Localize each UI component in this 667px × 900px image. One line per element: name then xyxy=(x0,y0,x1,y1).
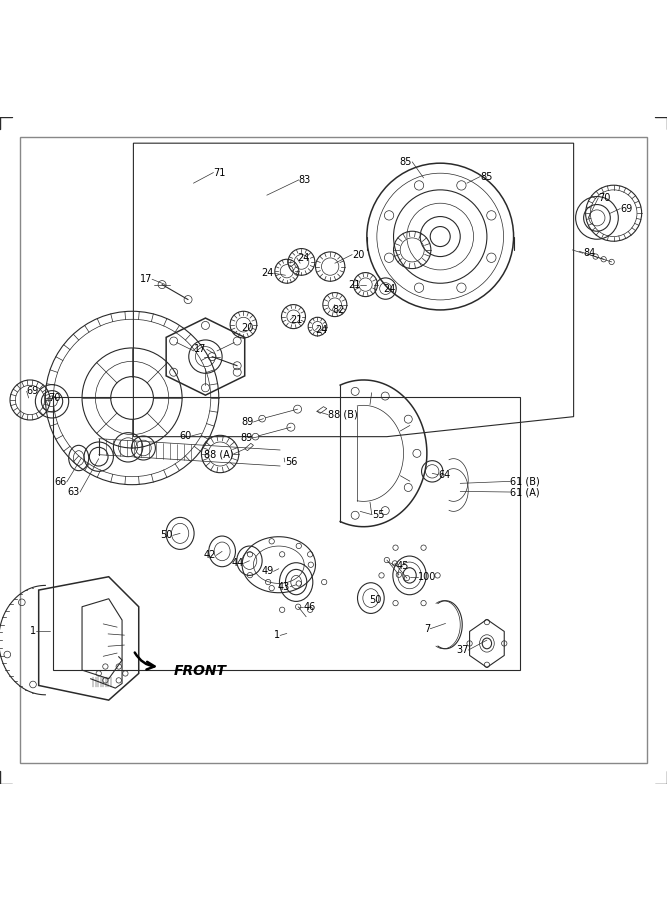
Text: 44: 44 xyxy=(231,558,243,569)
Text: 50: 50 xyxy=(369,595,382,605)
Text: 69: 69 xyxy=(620,203,632,213)
Text: 1: 1 xyxy=(274,630,280,641)
Text: 70: 70 xyxy=(598,193,611,202)
Text: 60: 60 xyxy=(179,431,191,441)
Text: 24: 24 xyxy=(384,284,396,293)
Text: 85: 85 xyxy=(400,157,412,166)
Text: 100: 100 xyxy=(418,572,437,581)
Text: 21: 21 xyxy=(348,280,360,290)
Text: 70: 70 xyxy=(48,393,61,403)
Text: 17: 17 xyxy=(139,274,152,284)
Text: 84: 84 xyxy=(583,248,595,258)
Text: 63: 63 xyxy=(68,487,80,497)
Text: 49: 49 xyxy=(261,566,273,576)
Text: 20: 20 xyxy=(241,323,254,333)
Circle shape xyxy=(252,433,259,440)
Text: 89: 89 xyxy=(240,433,252,443)
Text: 64: 64 xyxy=(438,470,450,480)
Text: 45: 45 xyxy=(397,561,410,572)
Text: 61 (B): 61 (B) xyxy=(510,476,540,486)
Text: 1: 1 xyxy=(30,626,36,636)
Text: 24: 24 xyxy=(261,268,273,278)
Text: 43: 43 xyxy=(278,581,290,591)
Text: 71: 71 xyxy=(213,167,226,177)
Text: 20: 20 xyxy=(352,249,365,259)
Text: 69: 69 xyxy=(27,386,39,396)
Text: 24: 24 xyxy=(297,253,309,263)
Text: 7: 7 xyxy=(424,624,430,634)
Text: 88 (A): 88 (A) xyxy=(204,449,233,459)
Text: 61 (A): 61 (A) xyxy=(510,487,540,497)
Text: 82: 82 xyxy=(332,305,345,315)
Text: 37: 37 xyxy=(456,645,468,655)
Text: 24: 24 xyxy=(315,325,328,335)
Text: 21: 21 xyxy=(290,315,303,325)
Text: 55: 55 xyxy=(372,509,385,519)
Text: 42: 42 xyxy=(203,551,216,561)
Text: 56: 56 xyxy=(285,457,297,467)
Text: 50: 50 xyxy=(160,530,173,540)
Text: 85: 85 xyxy=(480,172,493,182)
Circle shape xyxy=(259,415,265,422)
Text: 83: 83 xyxy=(299,175,311,184)
Text: 88 (B): 88 (B) xyxy=(328,410,358,419)
Text: 46: 46 xyxy=(303,602,315,612)
Text: 89: 89 xyxy=(241,417,253,427)
Text: FRONT: FRONT xyxy=(173,664,226,679)
Text: 17: 17 xyxy=(194,345,207,355)
Text: 66: 66 xyxy=(55,477,67,487)
